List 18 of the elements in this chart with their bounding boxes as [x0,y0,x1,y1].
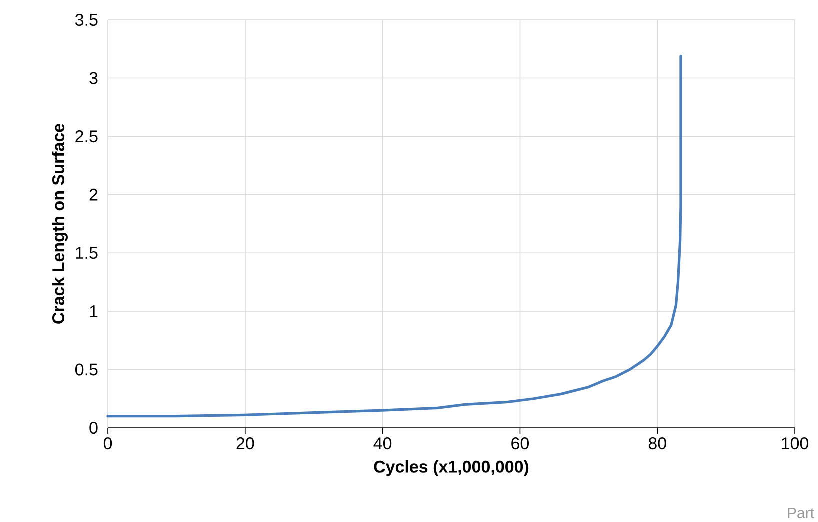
y-tick-label: 2 [90,188,98,201]
y-tick-label: 3 [90,72,98,84]
y-tick-label: 1.5 [76,247,98,260]
x-tick-label: 100 [782,438,809,450]
y-tick-label: 0 [90,422,98,434]
y-tick-label: 3.5 [75,14,98,26]
x-tick-label: 0 [104,438,112,450]
y-axis-title: Crack Length on Surface [52,124,68,324]
line-series [106,54,682,418]
x-tick-label: 20 [236,438,254,450]
text: Part [788,508,814,518]
y-tick-label: 0.5 [76,364,98,376]
x-axis-title: Cycles (x1,000,000) [374,460,529,476]
y-tick-label: 2.5 [76,130,98,143]
x-tick-label: 40 [374,438,392,450]
x-tick-label: 80 [648,438,666,450]
x-tick-label: 60 [512,438,530,450]
y-tick-label: 1 [90,306,98,318]
